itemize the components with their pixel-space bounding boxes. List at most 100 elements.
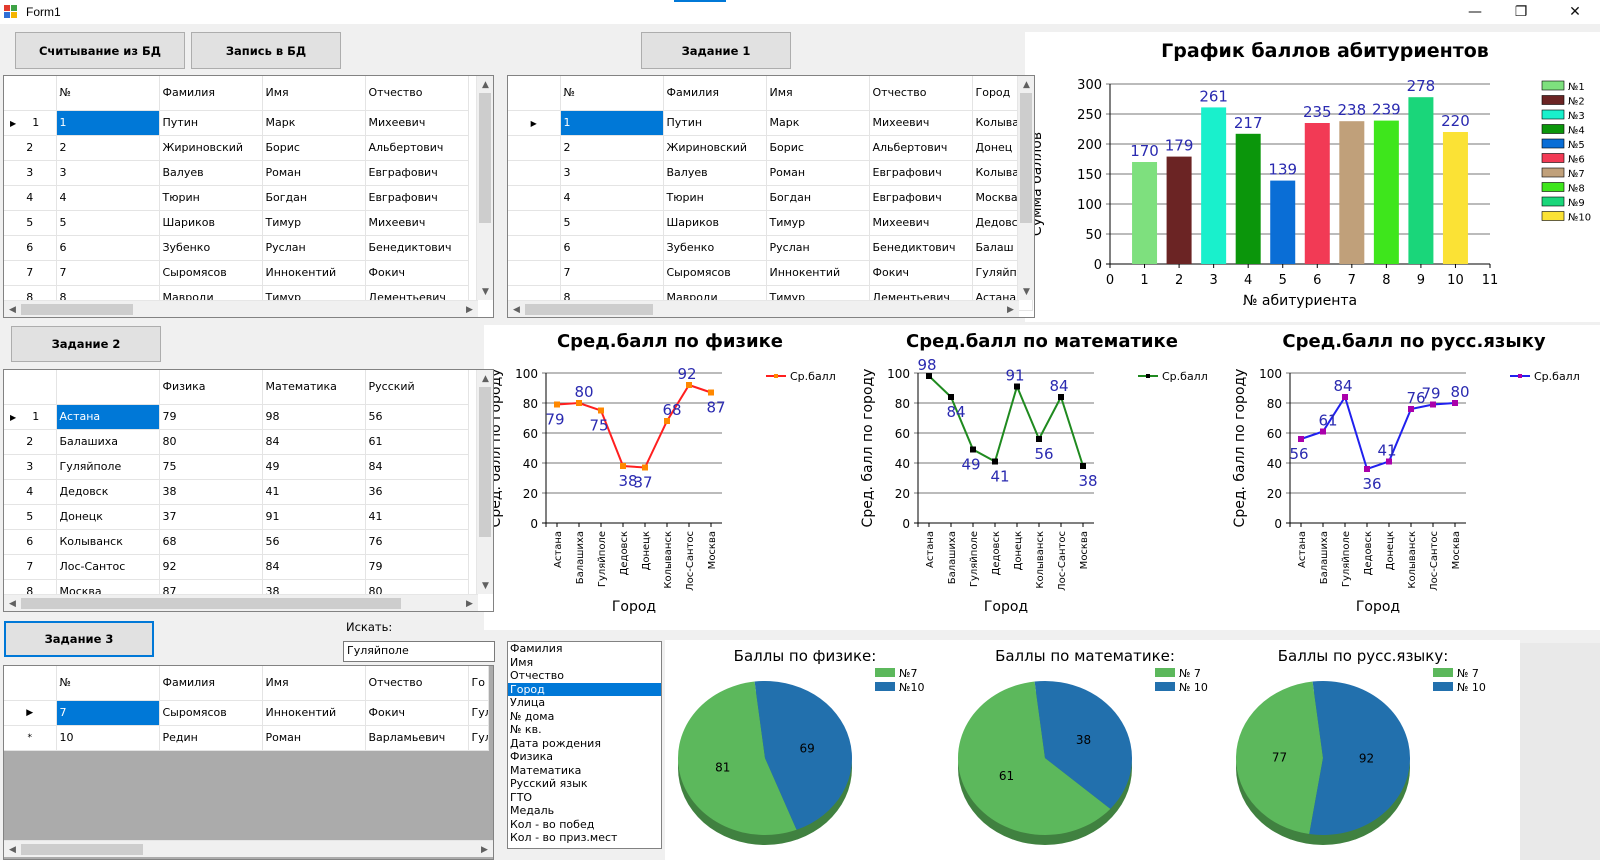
table-cell[interactable]: Иннокентий [262, 260, 366, 286]
table-cell[interactable]: Жириновский [663, 135, 767, 161]
scroll-up-icon[interactable]: ▲ [1023, 79, 1030, 90]
table-cell[interactable]: Руслан [262, 235, 366, 261]
table-cell[interactable]: 5 [56, 210, 160, 236]
column-header[interactable]: Имя [262, 76, 366, 111]
table-cell[interactable]: Путин [663, 110, 767, 136]
row-header[interactable]: 6 [4, 529, 57, 555]
table-row[interactable]: 7 7 Сыромясов Иннокентий Фокич [4, 260, 469, 286]
minimize-button[interactable]: — [1468, 4, 1482, 20]
table-cell[interactable]: Путин [159, 110, 263, 136]
table-cell[interactable]: Валуев [159, 160, 263, 186]
table-cell[interactable]: Тимур [766, 210, 870, 236]
row-header[interactable]: ▶ [4, 700, 57, 726]
table-cell[interactable]: Балашиха [56, 429, 160, 455]
row-header[interactable] [508, 185, 561, 211]
scroll-right-icon[interactable]: ▶ [466, 304, 473, 315]
scroll-thumb[interactable] [479, 387, 491, 537]
row-header[interactable]: 2 [4, 429, 57, 455]
table-cell[interactable]: Альбертович [869, 135, 973, 161]
row-header[interactable] [508, 260, 561, 286]
list-item[interactable]: ГТО [510, 790, 533, 804]
scroll-left-icon[interactable]: ◀ [9, 304, 16, 315]
scroll-right-icon[interactable]: ▶ [466, 598, 473, 609]
table-cell[interactable]: Гул [468, 725, 489, 751]
table-cell[interactable]: Дедовск [56, 479, 160, 505]
row-header[interactable] [508, 235, 561, 261]
table-cell[interactable]: 98 [262, 404, 366, 430]
maximize-button[interactable]: ❐ [1514, 4, 1528, 20]
table-row[interactable]: 2 Балашиха 80 84 61 [4, 429, 469, 455]
table-cell[interactable]: 10 [56, 725, 160, 751]
row-header[interactable]: 7 [4, 554, 57, 580]
list-item[interactable]: Кол - во побед [510, 817, 595, 831]
column-header[interactable]: № [560, 76, 664, 111]
column-header[interactable]: Фамилия [159, 76, 263, 111]
list-item[interactable]: Русский язык [510, 777, 588, 790]
table-cell[interactable]: 56 [365, 404, 469, 430]
table-cell[interactable]: Марк [766, 110, 870, 136]
row-header[interactable]: 1 ▶ [4, 404, 57, 430]
table-cell[interactable]: 2 [56, 135, 160, 161]
table-cell[interactable]: 84 [262, 429, 366, 455]
scroll-thumb[interactable] [21, 304, 133, 315]
table-row[interactable]: 1 ▶ Астана 79 98 56 [4, 404, 469, 430]
scroll-left-icon[interactable]: ◀ [9, 598, 16, 609]
table-cell[interactable]: 79 [365, 554, 469, 580]
search-field-listbox[interactable]: Фамилия Имя Отчество Город Улица № дома № кв. Д… [507, 641, 662, 849]
table-cell[interactable]: Роман [262, 160, 366, 186]
table-cell[interactable]: Тюрин [159, 185, 263, 211]
table-cell[interactable]: 84 [365, 454, 469, 480]
list-item[interactable]: Имя [510, 655, 534, 669]
table-cell[interactable]: 7 [560, 260, 664, 286]
table-cell[interactable]: Михеевич [365, 110, 469, 136]
table-cell[interactable]: Колыванск [56, 529, 160, 555]
row-header[interactable]: 5 [4, 210, 57, 236]
students-grid[interactable]: № Фамилия Имя Отчество 1 ▶ 1 Путин Марк Михеевич 2… [3, 75, 494, 318]
table-cell[interactable]: Гул [468, 700, 489, 726]
search-results-grid[interactable]: № Фамилия Имя Отчество Го ▶ 7 Сыромясов Иннокент… [3, 665, 494, 860]
table-cell[interactable]: Евграфович [869, 160, 973, 186]
column-header[interactable]: Русский [365, 370, 469, 405]
list-item[interactable]: Отчество [510, 669, 565, 682]
table-cell[interactable]: 41 [262, 479, 366, 505]
column-header[interactable]: Фамилия [663, 76, 767, 111]
table-cell[interactable]: 1 [56, 110, 160, 136]
column-header[interactable] [56, 370, 160, 405]
task3-button[interactable]: Задание 3 [4, 621, 154, 657]
table-cell[interactable]: Шариков [159, 210, 263, 236]
row-header[interactable]: * [4, 725, 57, 751]
row-header[interactable] [508, 210, 561, 236]
table-cell[interactable]: Иннокентий [766, 260, 870, 286]
scroll-right-icon[interactable]: ▶ [1007, 304, 1014, 315]
table-cell[interactable]: Варламьевич [365, 725, 469, 751]
table-cell[interactable]: 56 [262, 529, 366, 555]
table-cell[interactable]: Сыромясов [159, 700, 263, 726]
table-cell[interactable]: Валуев [663, 160, 767, 186]
table-row[interactable]: 6 Колыванск 68 56 76 [4, 529, 469, 555]
list-item[interactable]: Дата рождения [510, 736, 601, 750]
table-cell[interactable]: Лос-Сантос [56, 554, 160, 580]
table-cell[interactable]: 91 [262, 504, 366, 530]
column-header[interactable]: Фамилия [159, 666, 263, 701]
read-db-button[interactable]: Считывание из БД [15, 32, 185, 69]
table-row[interactable]: 4 Дедовск 38 41 36 [4, 479, 469, 505]
table-cell[interactable]: 80 [159, 429, 263, 455]
table-cell[interactable]: 37 [159, 504, 263, 530]
students-city-grid[interactable]: № Фамилия Имя Отчество Город ▶ 1 Путин Марк Михее… [507, 75, 1035, 318]
column-header[interactable]: Отчество [869, 76, 973, 111]
write-db-button[interactable]: Запись в БД [191, 32, 341, 69]
students-city-grid-hscroll[interactable]: ◀ ▶ [508, 300, 1019, 317]
table-row[interactable]: 1 ▶ 1 Путин Марк Михеевич [4, 110, 469, 136]
scroll-thumb[interactable] [21, 844, 143, 855]
scroll-down-icon[interactable]: ▼ [482, 580, 489, 591]
table-cell[interactable]: Гуляйполе [56, 454, 160, 480]
table-cell[interactable]: Фокич [869, 260, 973, 286]
table-cell[interactable]: 5 [560, 210, 664, 236]
table-cell[interactable]: 61 [365, 429, 469, 455]
list-item[interactable]: Математика [510, 763, 582, 777]
table-cell[interactable]: 6 [560, 235, 664, 261]
table-row[interactable]: 3 Валуев Роман Евграфович Колыва [508, 160, 1033, 186]
search-input[interactable]: Гуляйполе [343, 641, 495, 662]
row-header[interactable]: 1 ▶ [4, 110, 57, 136]
table-cell[interactable]: Фокич [365, 700, 469, 726]
